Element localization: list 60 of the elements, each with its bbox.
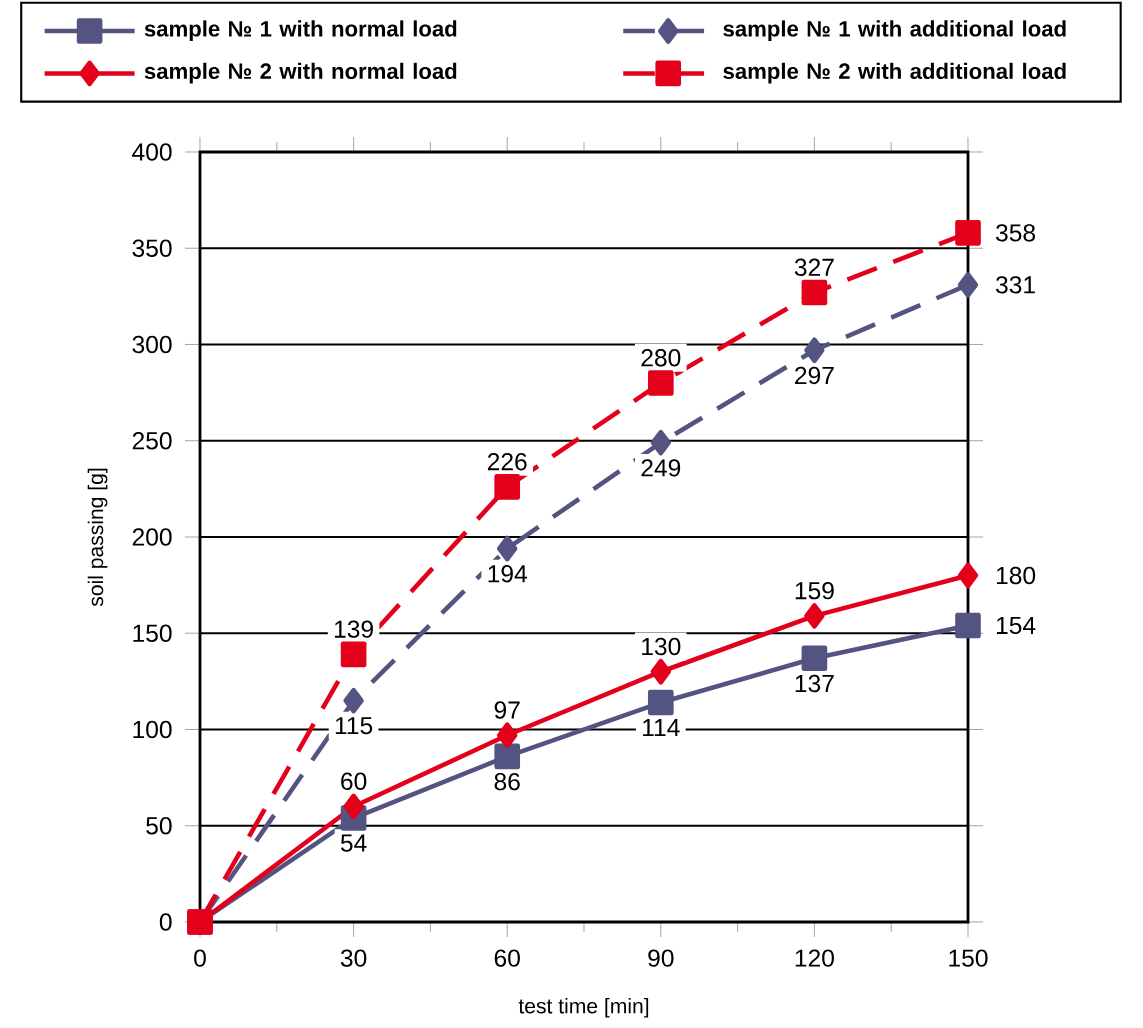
point <box>801 645 828 672</box>
data-label: 130 <box>642 637 681 656</box>
legend-label: sample № 1 with normal load <box>144 20 457 41</box>
data-label: 180 <box>996 566 1036 585</box>
point <box>957 562 979 589</box>
point <box>343 793 364 820</box>
legend-label: sample № 1 with additional load <box>723 20 1066 41</box>
x-tick-label: 120 <box>795 949 834 967</box>
point <box>955 220 981 246</box>
point <box>497 535 518 562</box>
y-tick-label: 300 <box>132 335 172 354</box>
point <box>801 279 828 306</box>
data-label: 194 <box>488 565 527 583</box>
y-tick-label: 100 <box>133 720 172 739</box>
x-tick-label: 60 <box>494 949 520 967</box>
x-tick-label: 90 <box>648 949 674 967</box>
y-tick-label: 250 <box>132 432 172 450</box>
point <box>957 271 979 298</box>
point <box>647 689 674 716</box>
point <box>497 722 518 749</box>
data-label: 54 <box>340 834 367 852</box>
x-tick-label: 30 <box>340 949 367 967</box>
y-tick-label: 50 <box>146 817 172 835</box>
point <box>804 337 825 364</box>
data-label: 97 <box>494 701 520 719</box>
x-tick-label: 150 <box>949 949 988 967</box>
point <box>647 370 674 396</box>
data-label: 226 <box>487 453 527 471</box>
y-axis-title: soil passing [g] <box>87 468 108 607</box>
point <box>494 743 521 770</box>
point <box>340 641 367 668</box>
y-tick-label: 400 <box>132 143 172 161</box>
point <box>650 658 671 685</box>
data-label: 159 <box>795 582 834 600</box>
point <box>343 687 364 714</box>
point <box>804 603 825 629</box>
y-tick-label: 0 <box>159 913 172 931</box>
data-label: 280 <box>641 349 681 367</box>
point <box>955 612 981 639</box>
data-label: 154 <box>996 616 1036 635</box>
data-label: 327 <box>794 258 834 276</box>
point <box>650 429 671 456</box>
data-label: 139 <box>334 620 373 638</box>
legend-label: sample № 2 with additional load <box>723 62 1066 84</box>
y-tick-label: 200 <box>132 528 172 546</box>
data-label: 137 <box>795 674 834 693</box>
data-label: 115 <box>335 717 373 735</box>
data-label: 358 <box>996 224 1036 242</box>
data-label: 331 <box>996 276 1035 294</box>
x-axis-title: test time [min] <box>518 997 649 1018</box>
data-label: 114 <box>643 719 680 736</box>
data-label: 249 <box>641 459 681 477</box>
point <box>494 474 521 500</box>
data-label: 60 <box>341 772 367 790</box>
y-tick-label: 150 <box>133 624 172 642</box>
legend-label: sample № 2 with normal load <box>144 62 457 84</box>
x-tick-label: 0 <box>194 949 206 967</box>
y-tick-label: 350 <box>132 239 172 257</box>
data-label: 86 <box>494 772 520 791</box>
data-label: 297 <box>795 366 834 385</box>
